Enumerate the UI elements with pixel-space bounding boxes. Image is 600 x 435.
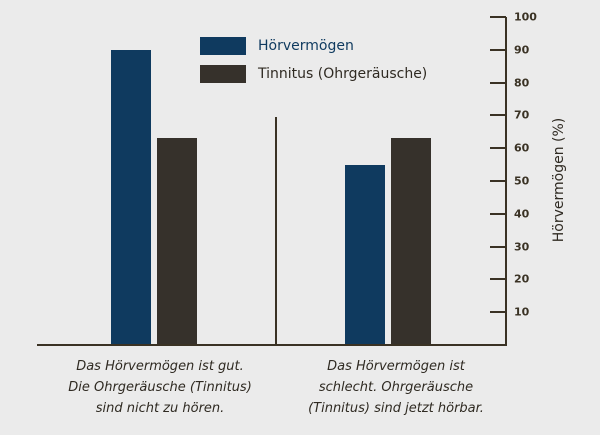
bar-hearing [111,49,151,345]
bar-tinnitus [391,138,431,345]
y-tick-label: 70 [514,108,530,122]
y-tick-label: 30 [514,240,530,254]
y-tick-label: 10 [514,305,530,319]
bar-hearing [345,164,385,345]
caption-right-line: (Tinnitus) sind jetzt hörbar. [308,401,484,416]
y-tick-label: 90 [514,43,530,57]
y-tick [490,16,506,18]
y-tick-label: 20 [514,272,530,286]
x-axis-line [37,344,507,346]
caption-right-line: schlecht. Ohrgeräusche [318,380,474,395]
y-tick [490,147,506,150]
y-tick-label: 60 [514,141,530,155]
y-tick [490,180,506,182]
y-tick-label: 100 [514,10,537,24]
y-tick-label: 50 [514,174,530,188]
y-tick-label: 40 [514,207,530,221]
y-tick [490,81,506,84]
legend-item-tinnitus: Tinnitus (Ohrgeräusche) [200,63,427,85]
y-tick [490,245,506,248]
legend-item-hearing: Hörvermögen [200,35,427,57]
legend-swatch-hearing [200,37,246,55]
group-divider [275,117,277,345]
y-axis-line [505,17,507,346]
legend-label-tinnitus: Tinnitus (Ohrgeräusche) [258,66,428,82]
legend-label-hearing: Hörvermögen [258,38,354,54]
y-tick [490,212,506,215]
legend-swatch-tinnitus [200,65,246,83]
y-tick [490,48,506,51]
y-tick [490,311,506,314]
y-tick [490,278,506,281]
caption-left: Das Hörvermögen ist gut. Die Ohrgeräusch… [40,356,280,419]
y-tick-label: 80 [514,76,530,90]
caption-left-line: Das Hörvermögen ist gut. [76,359,244,374]
legend: Hörvermögen Tinnitus (Ohrgeräusche) [200,35,427,91]
y-tick [490,114,506,117]
caption-right: Das Hörvermögen ist schlecht. Ohrgeräusc… [276,356,516,419]
y-axis-label: Hörvermögen (%) [551,117,567,243]
caption-left-line: Die Ohrgeräusche (Tinnitus) [68,380,252,395]
caption-left-line: sind nicht zu hören. [95,401,225,416]
caption-right-line: Das Hörvermögen ist [327,359,465,374]
bar-tinnitus [157,138,197,345]
